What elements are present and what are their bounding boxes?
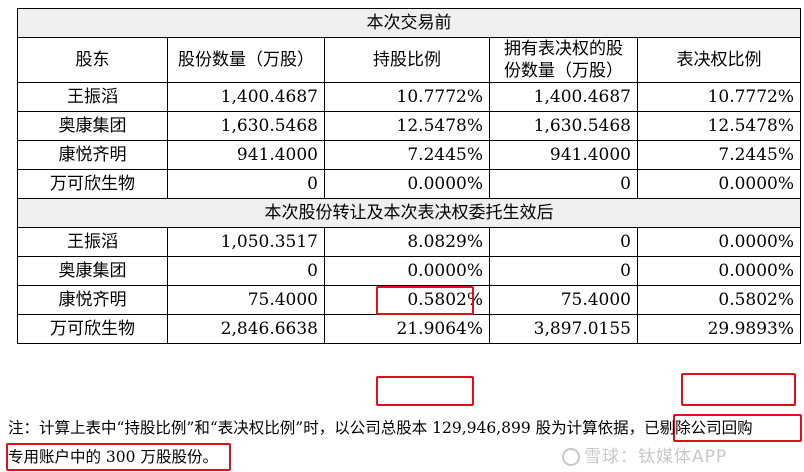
cell-ratio: 0.0000% [324,256,490,286]
cell-shares: 941.4000 [167,140,325,170]
cell-shares: 75.4000 [167,285,325,315]
cell-holder: 康悦齐明 [17,285,168,315]
cell-holder: 王振滔 [17,82,168,112]
cell-holder: 奥康集团 [17,256,168,286]
table-row: 万可欣生物 0 0.0000% 0 0.0000% [17,169,802,199]
table-row: 王振滔 1,400.4687 10.7772% 1,400.4687 10.7772% [17,82,802,112]
watermark: 雪球：钛媒体APP [562,442,727,467]
cell-vote-ratio: 10.7772% [636,82,802,112]
highlight-wankexin-vote-ratio [681,373,796,406]
cell-ratio: 12.5478% [324,111,490,141]
table-row: 万可欣生物 2,846.6638 21.9064% 3,897.0155 29.9893… [17,314,802,344]
cell-holder: 康悦齐明 [17,140,168,170]
cell-vote-shares: 75.4000 [489,285,638,315]
cell-ratio: 7.2445% [324,140,490,170]
cell-ratio: 21.9064% [324,314,490,344]
header-vote-shares: 拥有表决权的股份数量（万股） [489,37,638,83]
cell-ratio: 10.7772% [324,82,490,112]
cell-vote-shares: 1,400.4687 [489,82,638,112]
highlight-wang-ratio [376,286,474,315]
cell-vote-shares: 3,897.0155 [489,314,638,344]
cell-ratio: 8.0829% [324,227,490,257]
cell-holder: 万可欣生物 [17,169,168,199]
table-row: 王振滔 1,050.3517 8.0829% 0 0.0000% [17,227,802,257]
highlight-wankexin-ratio [376,376,474,406]
cell-ratio: 0.0000% [324,169,490,199]
table-row: 康悦齐明 941.4000 7.2445% 941.4000 7.2445% [17,140,802,170]
cell-holder: 王振滔 [17,227,168,257]
cell-vote-shares: 941.4000 [489,140,638,170]
cell-vote-ratio: 7.2445% [636,140,802,170]
cell-vote-shares: 0 [489,169,638,199]
watermark-text: 雪球：钛媒体APP [584,447,728,467]
cell-vote-shares: 0 [489,227,638,257]
highlight-note-line2 [6,443,231,471]
header-shares: 股份数量（万股） [167,37,325,83]
cell-holder: 万可欣生物 [17,314,168,344]
cell-vote-ratio: 29.9893% [636,314,802,344]
cell-shares: 2,846.6638 [167,314,325,344]
cell-vote-shares: 1,630.5468 [489,111,638,141]
table-row: 奥康集团 1,630.5468 12.5478% 1,630.5468 12.5478% [17,111,802,141]
section-before-row: 本次交易前 [16,8,802,38]
table-note-line1: 注：计算上表中“持股比例”和“表决权比例”时，以公司总股本 129,946,89… [8,419,753,437]
cell-shares: 1,630.5468 [167,111,325,141]
section-before-title: 本次交易前 [16,8,802,38]
cell-shares: 0 [167,256,325,286]
section-after-row: 本次股份转让及本次表决权委托生效后 [16,198,802,228]
cell-vote-ratio: 0.0000% [636,227,802,257]
header-vote-ratio: 表决权比例 [636,37,802,83]
section-after-title: 本次股份转让及本次表决权委托生效后 [16,198,802,228]
cell-vote-shares: 0 [489,256,638,286]
table-note-line2: 专用账户中的 300 万股股份。 [8,448,218,466]
table-row: 奥康集团 0 0.0000% 0 0.0000% [17,256,802,286]
header-ratio: 持股比例 [324,37,490,83]
cell-holder: 奥康集团 [17,111,168,141]
header-holder: 股东 [17,37,168,83]
cell-vote-ratio: 12.5478% [636,111,802,141]
cell-shares: 0 [167,169,325,199]
cell-vote-ratio: 0.0000% [636,169,802,199]
cell-vote-ratio: 0.0000% [636,256,802,286]
snowball-logo-icon [562,448,580,466]
shareholding-table: 本次交易前 股东 股份数量（万股） 持股比例 拥有表决权的股份数量（万股） 表决… [16,8,802,344]
cell-shares: 1,400.4687 [167,82,325,112]
cell-vote-ratio: 0.5802% [636,285,802,315]
cell-shares: 1,050.3517 [167,227,325,257]
header-row: 股东 股份数量（万股） 持股比例 拥有表决权的股份数量（万股） 表决权比例 [17,37,802,83]
highlight-note-buyback [673,414,802,442]
